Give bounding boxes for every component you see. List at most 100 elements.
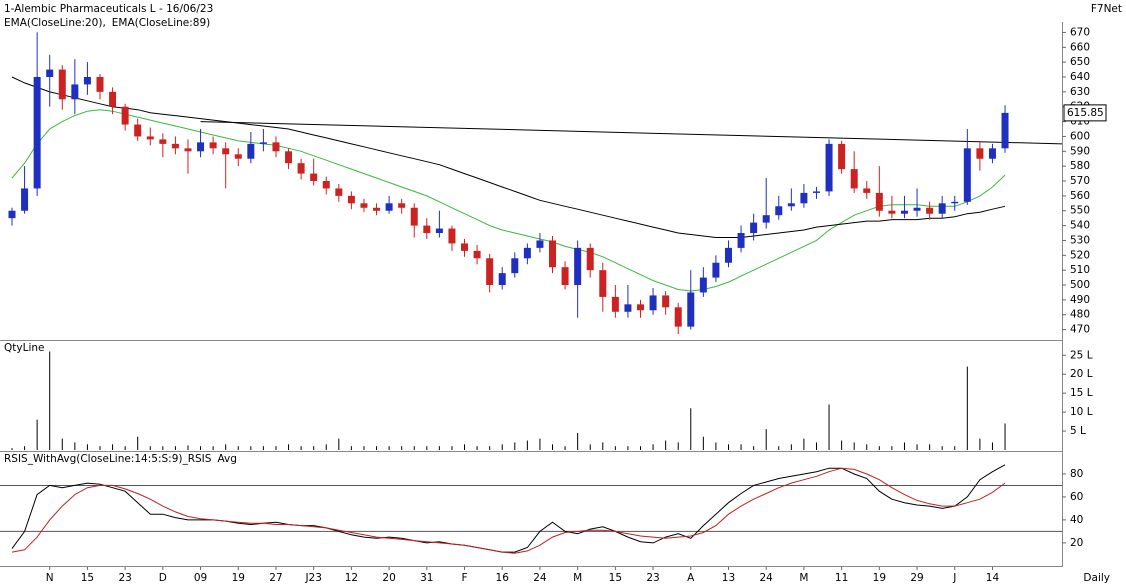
legend-entry: EMA(CloseLine:89) [112, 17, 210, 29]
x-tick-label: 14 [986, 572, 1000, 584]
candle-body [184, 148, 192, 152]
y-tick-label: 660 [1070, 41, 1090, 53]
candle-body [71, 84, 79, 100]
candle-body [737, 233, 745, 248]
candle-body [322, 181, 330, 189]
x-tick-label: N [46, 572, 54, 584]
y-tick-label: 650 [1070, 56, 1090, 68]
candle-body [549, 240, 557, 268]
price-tag-bg [1063, 104, 1107, 122]
candle-body [988, 148, 996, 159]
y-tick-label: 590 [1070, 145, 1090, 157]
y-tick-label: 560 [1070, 190, 1090, 202]
candle-body [637, 304, 644, 311]
candle-body [121, 106, 129, 125]
candle-body [850, 169, 858, 189]
candle-body [96, 77, 104, 92]
candle-body [435, 228, 443, 234]
candle-body [486, 258, 494, 286]
candle-body [360, 203, 368, 208]
candle-body [762, 215, 770, 223]
candle-body [838, 143, 846, 170]
y-tick-label: 670 [1070, 26, 1090, 38]
candle-body [109, 91, 117, 107]
y-tick-label: 530 [1070, 234, 1090, 246]
y-tick-label: 20 L [1070, 368, 1093, 380]
candle-body [674, 307, 682, 327]
x-tick-label: 20 [382, 572, 395, 584]
candle-body [938, 203, 946, 214]
x-tick-label: 24 [760, 572, 774, 584]
legend-entry: EMA(CloseLine:20), [4, 17, 106, 29]
candle-body [825, 143, 833, 192]
candle-body [83, 77, 91, 85]
candle-body [347, 195, 355, 204]
x-tick-label: 23 [118, 572, 131, 584]
y-tick-label: 20 [1070, 537, 1083, 549]
candle-body [599, 270, 607, 297]
candle-body [926, 207, 934, 214]
candle-body [586, 247, 594, 271]
x-tick-label: 13 [722, 572, 735, 584]
y-tick-label: 550 [1070, 205, 1090, 217]
candle-body [900, 210, 908, 214]
candle-body [8, 210, 16, 219]
candle-body [800, 192, 808, 204]
y-tick-label: 570 [1070, 175, 1090, 187]
x-tick-label: 19 [232, 572, 245, 584]
candle-body [335, 188, 343, 196]
y-tick-label: 510 [1070, 264, 1090, 276]
x-tick-label: 23 [646, 572, 659, 584]
x-tick-label: 19 [873, 572, 886, 584]
candle-body [888, 210, 896, 214]
candle-body [812, 191, 820, 193]
y-tick-label: 490 [1070, 294, 1090, 306]
source-label: F7Net [1091, 3, 1122, 15]
candle-body [159, 139, 167, 144]
candle-body [234, 154, 242, 159]
legend-entry: Avg [217, 453, 236, 465]
x-tick-label: A [687, 572, 695, 584]
candle-body [712, 262, 720, 278]
x-tick-label: 15 [609, 572, 622, 584]
y-tick-label: 15 L [1070, 387, 1093, 399]
x-tick-label: 31 [420, 572, 433, 584]
candle-body [775, 206, 783, 216]
y-tick-label: 600 [1070, 130, 1090, 142]
x-tick-label: D [159, 572, 167, 584]
candle-body [787, 203, 795, 207]
x-tick-label: J23 [304, 572, 321, 584]
candle-body [536, 240, 544, 248]
candle-body [863, 188, 871, 193]
ema-line [11, 76, 1006, 238]
candle-body [398, 203, 406, 208]
candle-body [574, 247, 582, 286]
candle-body [624, 304, 632, 312]
candle-body [951, 201, 959, 204]
candle-body [498, 273, 506, 286]
candle-body [687, 292, 695, 327]
y-tick-label: 500 [1070, 279, 1090, 291]
rsi-line [11, 464, 1006, 553]
candle-body [461, 243, 469, 251]
y-tick-label: 520 [1070, 249, 1090, 261]
candle-body [373, 207, 381, 211]
candle-body [963, 148, 971, 202]
x-tick-label: 29 [910, 572, 923, 584]
candle-body [750, 222, 758, 234]
price-tag: 615.85 [1067, 107, 1104, 119]
candle-body [285, 151, 293, 164]
candle-body [310, 173, 318, 182]
x-tick-label: 09 [194, 572, 207, 584]
ema-line [11, 109, 1006, 292]
y-tick-label: 10 L [1070, 406, 1093, 418]
candle-body [1001, 112, 1009, 149]
panel-title: QtyLine [4, 342, 44, 354]
trend-line [200, 121, 1063, 145]
candle-body [222, 148, 230, 155]
candle-body [134, 124, 142, 137]
y-tick-label: 540 [1070, 220, 1090, 232]
candle-body [423, 225, 431, 234]
candle-body [197, 142, 205, 152]
